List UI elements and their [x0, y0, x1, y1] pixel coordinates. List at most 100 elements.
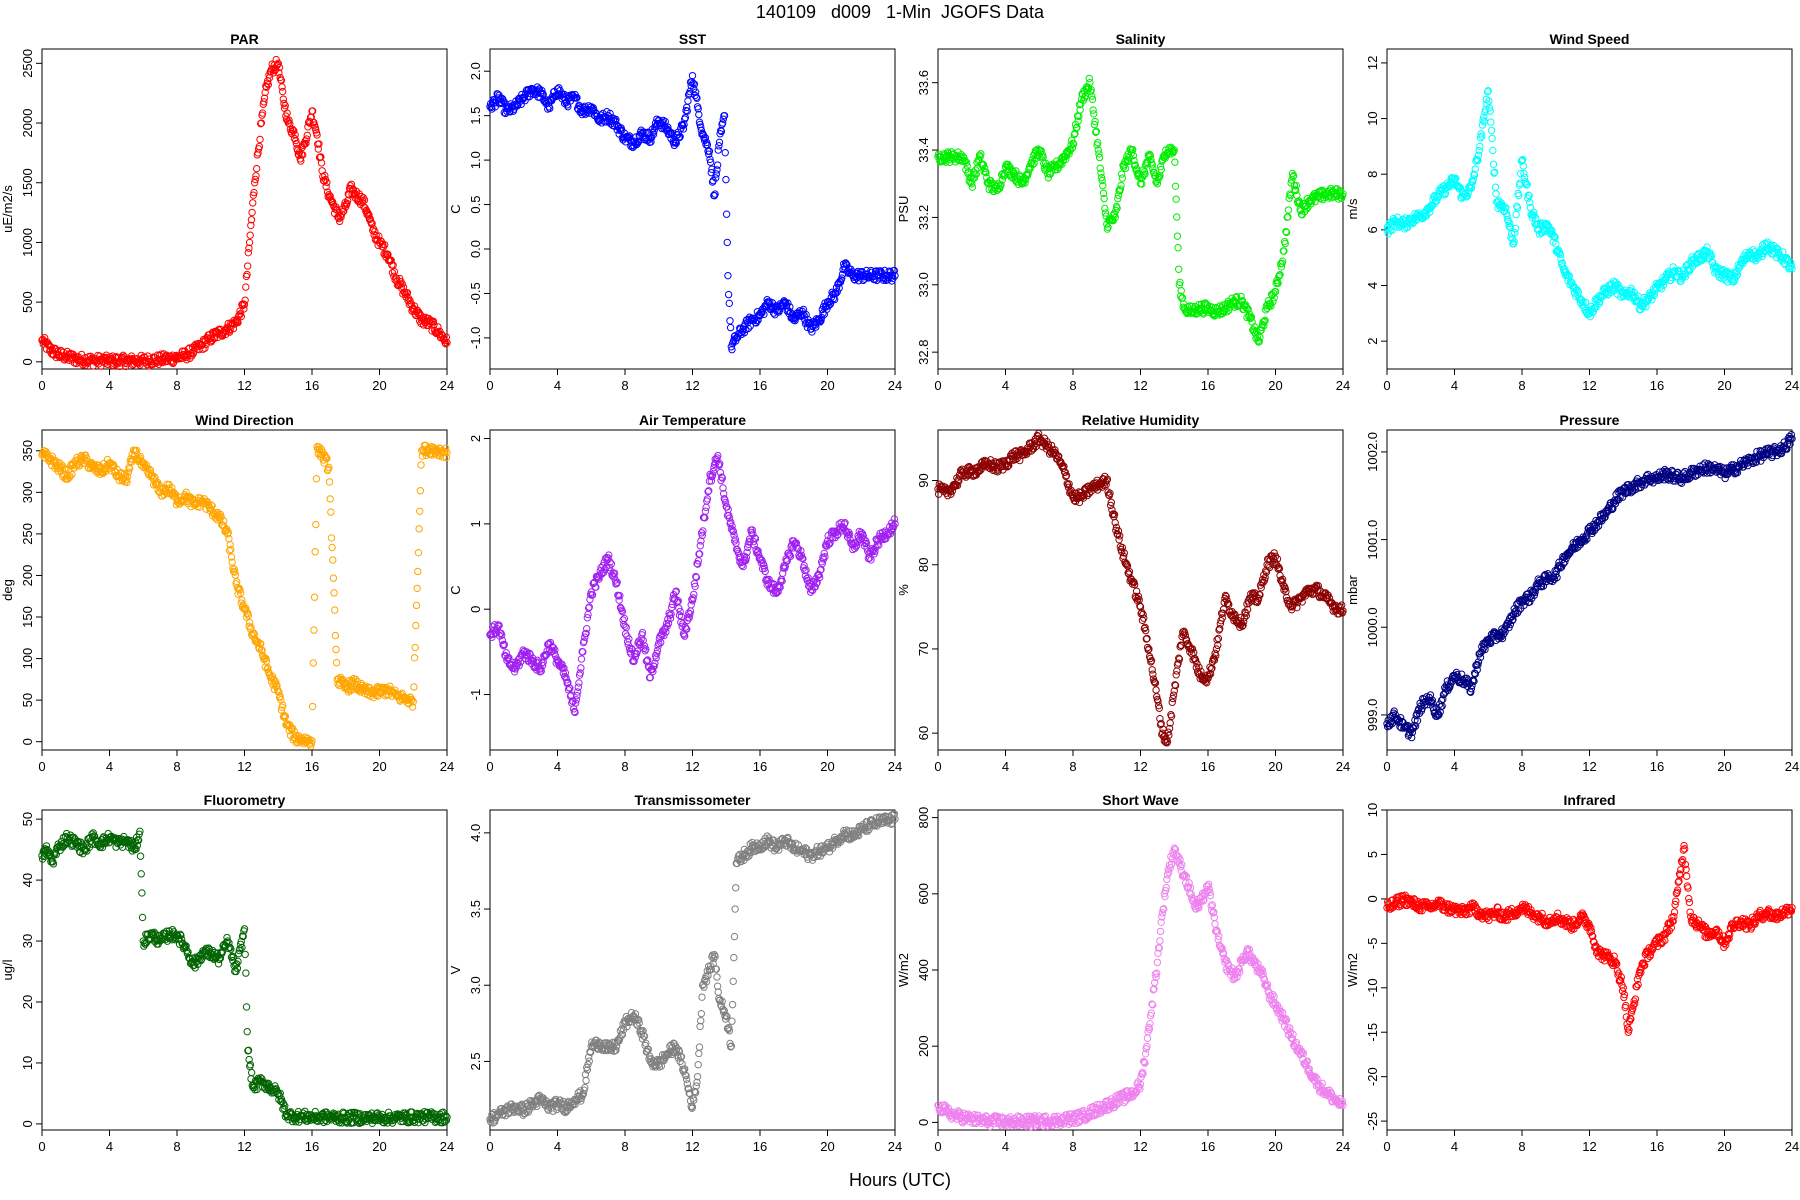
data-point [371, 227, 379, 236]
data-point [157, 350, 166, 358]
plot-frame [1386, 48, 1793, 370]
data-point [412, 601, 421, 610]
y-tick-label: 1.5 [468, 107, 483, 125]
panel-title: Wind Direction [195, 412, 294, 428]
data-point [323, 178, 331, 187]
data-point [292, 139, 301, 148]
data-point [312, 126, 320, 134]
y-tick-label: 33.4 [916, 137, 931, 162]
data-point [327, 508, 335, 516]
y-tick-label: 80 [916, 558, 931, 572]
data-point [414, 567, 422, 576]
data-point [335, 217, 344, 226]
data-point [575, 679, 583, 687]
data-point [244, 248, 252, 257]
page-title: 140109 d009 1-Min JGOFS Data [755, 2, 1045, 22]
x-tick-label: 12 [1133, 378, 1147, 393]
x-tick-label: 4 [1451, 378, 1458, 393]
data-point [116, 362, 124, 371]
x-tick-label: 12 [685, 378, 699, 393]
data-point [302, 135, 311, 143]
y-tick-label: 0 [20, 358, 35, 365]
data-point [302, 139, 310, 148]
data-point [620, 614, 629, 623]
data-point [235, 311, 244, 319]
data-point [343, 199, 351, 208]
data-point [1172, 195, 1180, 203]
data-point [248, 208, 256, 217]
data-point [1171, 182, 1180, 191]
y-axis-label: mbar [1345, 575, 1360, 605]
data-point [210, 335, 218, 343]
data-point [1173, 213, 1181, 221]
x-tick-label: 4 [554, 378, 561, 393]
data-point [1212, 645, 1221, 653]
y-tick-label: 0 [20, 738, 35, 745]
data-point [325, 478, 334, 486]
x-tick-label: 12 [237, 378, 251, 393]
x-tick-label: 24 [1785, 378, 1799, 393]
x-tick-label: 20 [1268, 759, 1282, 774]
y-axis-label: deg [0, 579, 15, 601]
x-tick-label: 16 [753, 759, 767, 774]
y-tick-label: 200 [20, 565, 35, 587]
plot-frame [937, 48, 1344, 370]
data-point [688, 71, 697, 80]
y-tick-label: 0.5 [468, 196, 483, 214]
y-tick-label: 2000 [20, 109, 35, 138]
y-tick-label: 1500 [20, 168, 35, 197]
data-point [1174, 265, 1183, 273]
data-point [410, 654, 419, 662]
x-tick-label: 20 [1717, 759, 1731, 774]
x-tick-label: 4 [554, 759, 561, 774]
x-tick-label: 12 [685, 759, 699, 774]
data-point [303, 131, 311, 140]
x-tick-label: 8 [621, 378, 628, 393]
data-point [119, 351, 127, 360]
data-point [249, 199, 257, 207]
data-point [278, 87, 287, 96]
data-point [388, 269, 397, 277]
x-tick-label: 12 [1133, 759, 1147, 774]
data-point [1152, 686, 1160, 694]
data-point [322, 183, 330, 191]
x-tick-label: 8 [1518, 378, 1525, 393]
data-point [327, 534, 336, 542]
data-point [331, 631, 340, 640]
data-point [411, 643, 419, 652]
data-point [724, 290, 733, 299]
data-point [312, 129, 321, 137]
data-point [1487, 118, 1495, 126]
y-tick-label: 2 [468, 435, 483, 442]
data-point [1118, 174, 1127, 182]
data-point [326, 192, 334, 200]
data-point [726, 323, 735, 332]
data-point [264, 80, 273, 89]
data-point [283, 109, 291, 117]
data-point [1489, 146, 1497, 155]
data-point [256, 135, 264, 144]
y-axis-label: C [448, 204, 463, 213]
data-point [308, 702, 317, 711]
data-series [934, 429, 1347, 747]
x-tick-label: 0 [1383, 378, 1390, 393]
data-point [252, 172, 260, 180]
panel-title: Wind Speed [1550, 31, 1630, 47]
y-tick-label: 12 [1365, 56, 1380, 70]
y-tick-label: -0.5 [468, 282, 483, 304]
data-point [726, 317, 734, 325]
data-point [722, 210, 731, 218]
data-point [330, 589, 338, 597]
y-tick-label: 33.6 [916, 70, 931, 95]
data-point [257, 119, 265, 128]
data-point [360, 196, 369, 204]
panel-title: PAR [230, 31, 259, 47]
y-tick-label: 1000 [20, 228, 35, 257]
data-point [243, 262, 252, 270]
data-point [311, 548, 319, 556]
x-tick-label: 24 [888, 378, 902, 393]
x-tick-label: 4 [106, 759, 113, 774]
